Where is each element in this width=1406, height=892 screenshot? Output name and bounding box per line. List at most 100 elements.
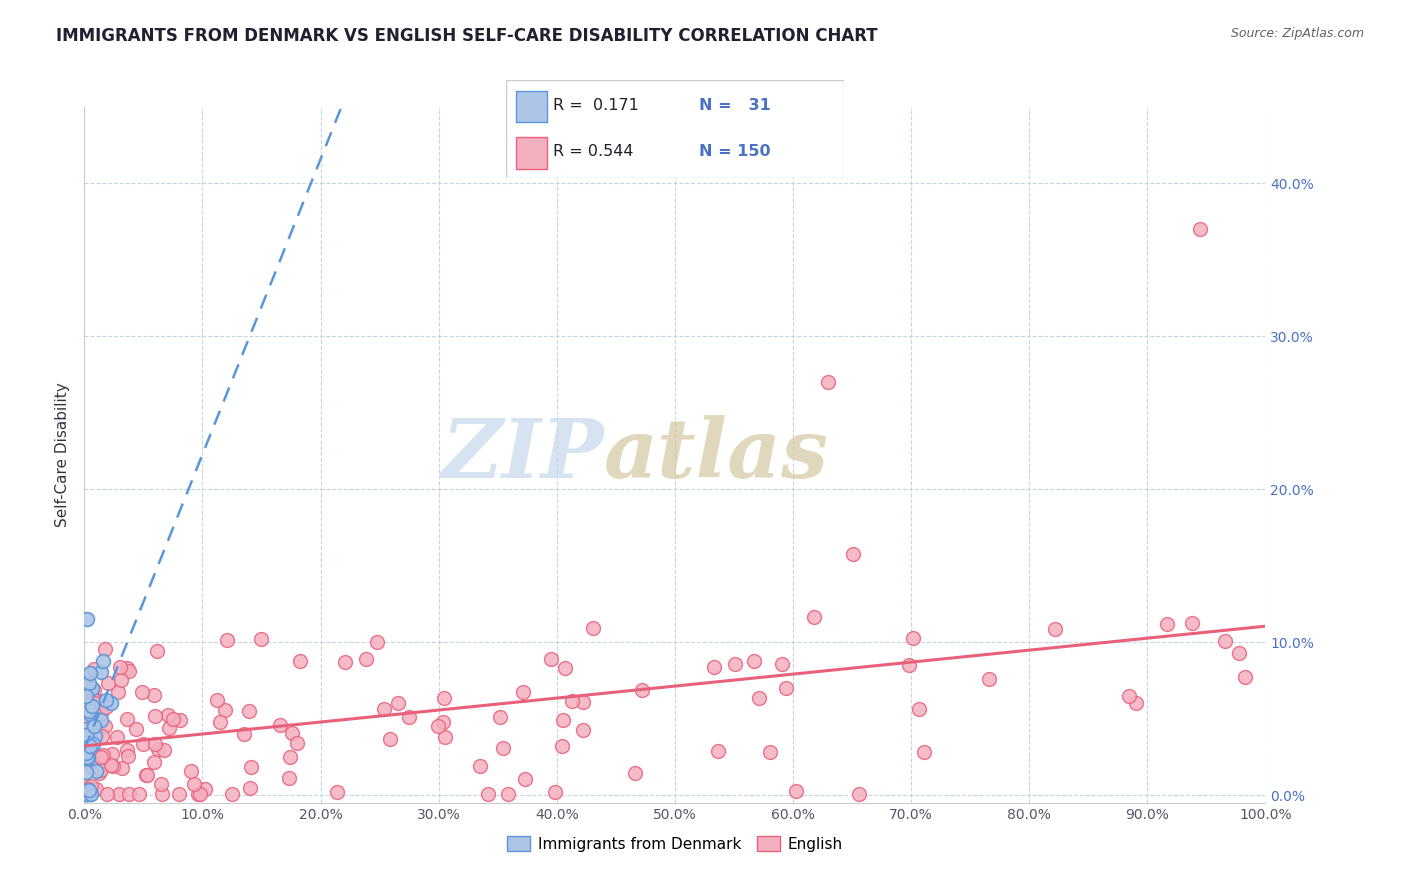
Point (83, 707, 105, 722)
Point (75, 715, 97, 730)
Point (90, 750, 112, 764)
Point (496, 787, 519, 801)
Point (75, 747, 97, 761)
Point (83, 719, 105, 733)
Point (148, 741, 170, 756)
Point (83, 662, 105, 676)
Point (108, 787, 131, 801)
Point (551, 713, 574, 727)
Point (707, 744, 730, 758)
FancyBboxPatch shape (506, 80, 844, 178)
Point (703, 660, 725, 674)
Text: ZIP: ZIP (441, 415, 605, 495)
Point (76, 612, 98, 626)
Point (1118, 689, 1140, 703)
Point (143, 689, 166, 703)
Point (118, 665, 141, 679)
Point (76, 783, 98, 797)
Point (117, 749, 139, 764)
Point (91, 756, 114, 771)
Point (240, 760, 263, 774)
Point (554, 661, 576, 675)
Point (1189, 222, 1212, 236)
Point (572, 723, 595, 738)
Point (335, 656, 357, 670)
Point (433, 691, 456, 706)
Point (101, 759, 124, 773)
Point (544, 785, 567, 799)
Point (77, 783, 100, 797)
Point (108, 660, 131, 674)
Point (288, 654, 311, 668)
Point (105, 730, 128, 744)
Point (1043, 622, 1066, 636)
Point (145, 708, 167, 723)
Point (75, 709, 97, 723)
Point (75, 689, 97, 703)
Point (269, 718, 291, 732)
Legend: Immigrants from Denmark, English: Immigrants from Denmark, English (502, 830, 848, 858)
Point (82, 724, 104, 739)
Point (82, 737, 104, 751)
Point (630, 683, 652, 698)
Point (214, 703, 236, 717)
Text: N =   31: N = 31 (699, 98, 770, 113)
Point (146, 644, 169, 658)
Point (75, 787, 97, 801)
Point (281, 726, 304, 740)
Point (79, 739, 101, 753)
Point (180, 764, 202, 779)
Point (90, 713, 112, 727)
Point (77, 787, 100, 801)
Point (278, 750, 301, 764)
Point (79, 665, 101, 680)
Point (187, 787, 209, 801)
Point (1181, 616, 1204, 631)
Point (387, 696, 409, 710)
Point (79, 787, 101, 801)
Point (91, 654, 114, 668)
Text: atlas: atlas (605, 415, 830, 495)
Point (84, 764, 107, 779)
Point (551, 739, 574, 753)
Point (433, 731, 456, 745)
Point (90, 764, 112, 778)
Point (183, 777, 205, 791)
Point (898, 658, 921, 673)
Point (803, 609, 825, 624)
Point (79, 707, 101, 722)
Y-axis label: Self-Care Disability: Self-Care Disability (55, 383, 70, 527)
Point (169, 787, 191, 801)
Point (77, 680, 100, 694)
Point (515, 772, 537, 786)
Point (83, 731, 105, 745)
Point (90, 706, 112, 721)
Point (770, 657, 793, 671)
Point (841, 547, 863, 561)
Point (1156, 616, 1178, 631)
Point (100, 758, 122, 772)
Point (194, 781, 217, 796)
Point (380, 732, 402, 747)
Point (84, 782, 107, 797)
Point (80, 787, 103, 801)
Point (76, 741, 98, 756)
Point (96, 787, 118, 801)
Point (128, 787, 150, 801)
Point (117, 743, 139, 757)
Point (817, 376, 839, 390)
Point (76, 697, 98, 711)
Point (232, 727, 254, 741)
Point (157, 721, 180, 735)
Point (143, 737, 166, 751)
Point (100, 747, 122, 762)
Point (131, 737, 153, 751)
Point (84, 729, 107, 743)
Point (89, 766, 111, 780)
Point (94, 718, 117, 732)
Point (540, 651, 562, 665)
Point (111, 761, 134, 775)
Point (94, 693, 117, 707)
Point (76, 750, 98, 764)
Point (901, 631, 924, 645)
